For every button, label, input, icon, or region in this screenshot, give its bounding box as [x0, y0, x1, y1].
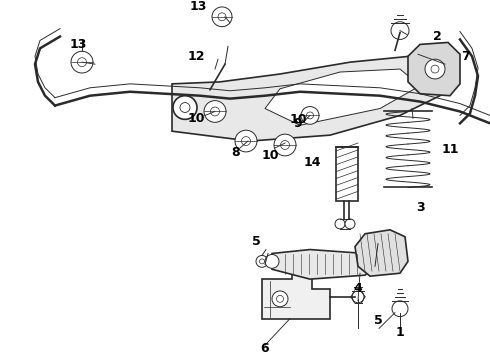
Text: 5: 5: [374, 314, 382, 327]
Text: 10: 10: [187, 112, 205, 125]
Text: 3: 3: [416, 201, 424, 213]
Text: 6: 6: [261, 342, 270, 355]
Text: 14: 14: [303, 156, 321, 169]
Text: 4: 4: [354, 283, 363, 296]
Circle shape: [335, 219, 345, 229]
Circle shape: [211, 107, 220, 116]
Circle shape: [307, 112, 314, 119]
Circle shape: [280, 140, 290, 149]
Circle shape: [354, 293, 362, 301]
Polygon shape: [272, 249, 375, 279]
Polygon shape: [265, 69, 420, 125]
Circle shape: [265, 255, 279, 268]
Circle shape: [218, 13, 226, 21]
Circle shape: [301, 107, 319, 124]
Polygon shape: [172, 56, 450, 141]
Circle shape: [256, 256, 268, 267]
Circle shape: [204, 101, 226, 122]
Text: 11: 11: [441, 143, 459, 157]
Circle shape: [425, 59, 445, 79]
Circle shape: [431, 65, 439, 73]
Text: 9: 9: [294, 117, 302, 130]
Text: 1: 1: [395, 326, 404, 339]
Text: 10: 10: [289, 113, 307, 126]
Circle shape: [180, 103, 190, 112]
Circle shape: [235, 130, 257, 152]
Circle shape: [276, 296, 284, 302]
Circle shape: [77, 58, 87, 67]
Text: 10: 10: [261, 149, 279, 162]
Text: 12: 12: [187, 50, 205, 63]
Text: 5: 5: [252, 235, 260, 248]
Circle shape: [392, 301, 408, 316]
Circle shape: [71, 51, 93, 73]
Circle shape: [260, 259, 265, 264]
Text: 7: 7: [461, 50, 469, 63]
Text: 2: 2: [433, 30, 441, 43]
Text: 13: 13: [69, 38, 87, 51]
Polygon shape: [262, 264, 330, 319]
Circle shape: [345, 219, 355, 229]
Circle shape: [352, 291, 364, 303]
Circle shape: [391, 22, 409, 40]
Circle shape: [272, 291, 288, 307]
Polygon shape: [355, 230, 408, 276]
Text: 13: 13: [189, 0, 207, 13]
Bar: [336, 147, 358, 201]
Text: 8: 8: [232, 147, 240, 159]
Circle shape: [274, 134, 296, 156]
Polygon shape: [408, 42, 460, 96]
Circle shape: [173, 96, 197, 120]
Circle shape: [242, 137, 250, 145]
Circle shape: [212, 7, 232, 27]
